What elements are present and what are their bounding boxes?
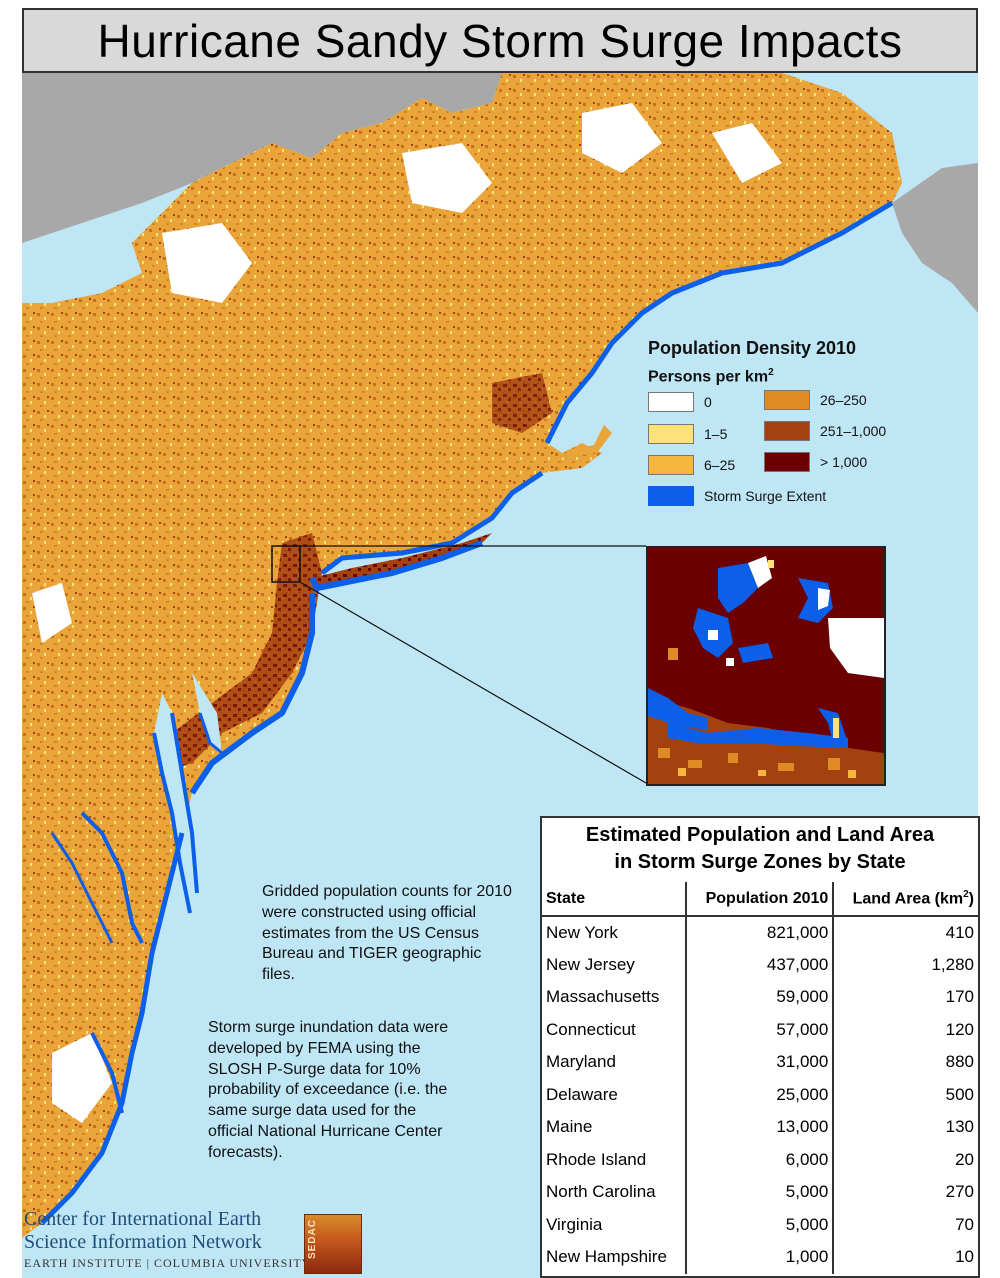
table-row: Massachusetts 59,000 170 [542, 981, 978, 1014]
cell-land-area: 500 [945, 1084, 974, 1104]
cell-land-area: 130 [945, 1117, 974, 1137]
table-row: Maine 13,000 130 [542, 1111, 978, 1144]
legend-swatch [764, 421, 810, 442]
cell-land-area: 170 [945, 987, 974, 1007]
cell-state: Rhode Island [546, 1149, 647, 1169]
cell-land-area: 10 [955, 1247, 974, 1267]
ciesin-logo: Center for International Earth Science I… [24, 1208, 364, 1276]
inset-locator-box [271, 545, 301, 583]
sedac-badge: SEDAC [304, 1214, 362, 1274]
cell-population: 25,000 [685, 1078, 835, 1111]
legend-title: Population Density 2010 [648, 338, 857, 358]
legend-item-3: 26–250 [764, 390, 867, 411]
inset-connector-line [299, 545, 647, 784]
lake-ontario [22, 238, 142, 303]
storm-surge-extent [40, 200, 894, 1225]
logo-line-3: EARTH INSTITUTE | COLUMBIA UNIVERSITY [24, 1256, 312, 1270]
legend-subtitle: Persons per km2 [648, 367, 774, 386]
cell-land-area: 880 [945, 1052, 974, 1072]
note-storm-surge-method: Storm surge inundation data were develop… [208, 1019, 449, 1161]
cell-population: 6,000 [685, 1143, 835, 1176]
legend-swatch [648, 424, 694, 445]
cell-land-area: 120 [945, 1019, 974, 1039]
cell-state: Maine [546, 1117, 593, 1137]
cell-state: New Hampshire [546, 1247, 667, 1267]
cell-state: New Jersey [546, 954, 635, 974]
cell-population: 1,000 [685, 1241, 835, 1274]
nova-scotia-land [892, 163, 978, 313]
cell-population: 31,000 [685, 1046, 835, 1079]
legend-swatch [648, 455, 694, 476]
legend-swatch [648, 392, 694, 413]
header-population: Population 2010 [685, 882, 835, 917]
canada-land [22, 73, 502, 243]
boston-area [492, 373, 552, 433]
cell-state: Maryland [546, 1052, 616, 1072]
table-row: New Jersey 437,000 1,280 [542, 948, 978, 981]
logo-line-1: Center for International Earth [24, 1208, 262, 1230]
legend-items: 0 1–5 6–25 26–250 251–1,000 > 1,000 [648, 390, 928, 522]
chesapeake-bay [154, 693, 197, 913]
legend-item-1: 1–5 [648, 424, 727, 445]
legend: Population Density 2010 Persons per km2 … [648, 338, 928, 522]
table-row: Maryland 31,000 880 [542, 1046, 978, 1079]
sedac-badge-text: SEDAC [307, 1219, 318, 1260]
cell-state: Delaware [546, 1084, 618, 1104]
table-row: New Hampshire 1,000 10 [542, 1241, 978, 1274]
legend-swatch [764, 452, 810, 473]
note-population-method: Gridded population counts for 2010 were … [262, 883, 512, 984]
table-header-row: State Population 2010 Land Area (km2) [542, 882, 978, 917]
map-title: Hurricane Sandy Storm Surge Impacts [97, 14, 903, 67]
table-row: Virginia 5,000 70 [542, 1208, 978, 1241]
zero-density-patches [32, 103, 782, 1123]
cell-population: 57,000 [685, 1013, 835, 1046]
title-bar: Hurricane Sandy Storm Surge Impacts [22, 8, 978, 73]
cell-state: Massachusetts [546, 987, 660, 1007]
cell-land-area: 1,280 [931, 954, 974, 974]
cell-population: 437,000 [685, 948, 835, 981]
cell-population: 821,000 [685, 916, 835, 949]
table-body: New York 821,000 410 New Jersey 437,000 1,28… [542, 916, 978, 1274]
us-mainland [22, 73, 902, 1238]
cell-state: North Carolina [546, 1182, 656, 1202]
legend-item-4: 251–1,000 [764, 421, 886, 442]
cell-population: 5,000 [685, 1208, 835, 1241]
legend-swatch [764, 390, 810, 411]
table-caption: Estimated Population and Land Area in St… [585, 824, 935, 873]
cell-land-area: 70 [955, 1214, 974, 1234]
header-land-area: Land Area (km2) [833, 882, 978, 917]
table-row: North Carolina 5,000 270 [542, 1176, 978, 1209]
logo-line-2: Science Information Network [24, 1231, 262, 1253]
cell-population: 13,000 [685, 1111, 835, 1144]
table-row: Connecticut 57,000 120 [542, 1013, 978, 1046]
map-canvas [22, 73, 978, 1238]
statistics-table: State Population 2010 Land Area (km2) Ne… [542, 882, 978, 1274]
legend-item-2: 6–25 [648, 455, 735, 476]
cell-state: Connecticut [546, 1019, 636, 1039]
statistics-table-box: Estimated Population and Land Area in St… [540, 816, 980, 1278]
cell-land-area: 410 [945, 922, 974, 942]
inset-map-canvas [648, 548, 884, 784]
map-frame: Population Density 2010 Persons per km2 … [22, 73, 978, 1278]
cell-population: 59,000 [685, 981, 835, 1014]
cape-cod [562, 425, 612, 458]
table-row: New York 821,000 410 [542, 916, 978, 949]
table-row: Rhode Island 6,000 20 [542, 1143, 978, 1176]
legend-item-5: > 1,000 [764, 452, 867, 473]
header-state: State [542, 882, 687, 917]
cell-land-area: 270 [945, 1182, 974, 1202]
legend-swatch [648, 486, 694, 507]
table-row: Delaware 25,000 500 [542, 1078, 978, 1111]
legend-item-6: Storm Surge Extent [648, 486, 826, 507]
legend-item-0: 0 [648, 392, 712, 413]
long-island [312, 533, 492, 588]
inset-map [646, 546, 886, 786]
cell-land-area: 20 [955, 1149, 974, 1169]
cell-state: New York [546, 922, 618, 942]
cell-state: Virginia [546, 1214, 603, 1234]
delaware-bay [192, 673, 222, 753]
cell-population: 5,000 [685, 1176, 835, 1209]
